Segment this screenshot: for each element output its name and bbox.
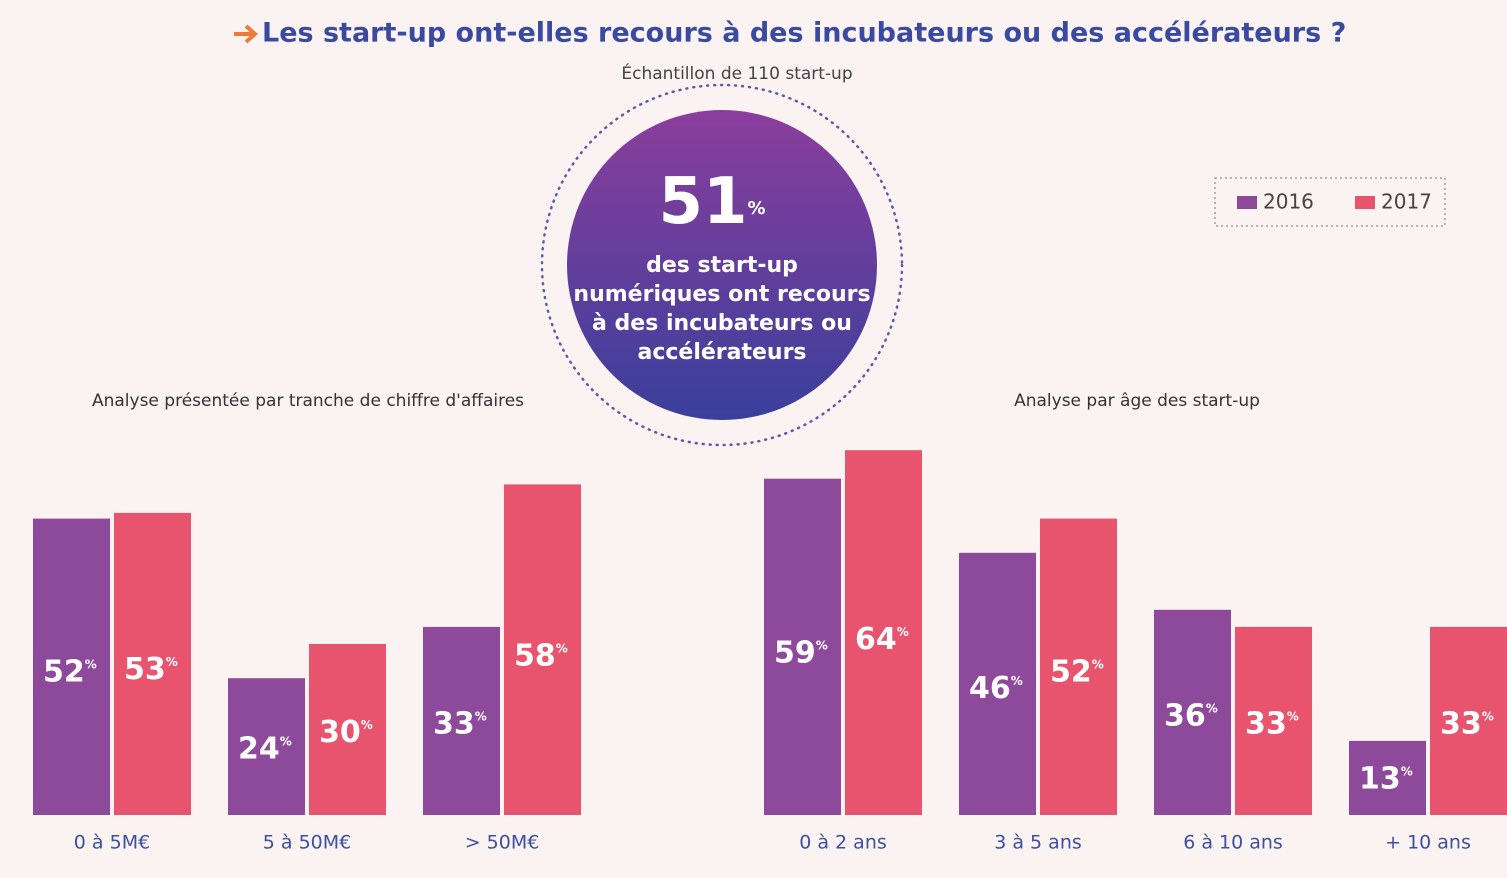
bar bbox=[1430, 626, 1507, 815]
value-unit: % bbox=[166, 654, 178, 668]
category-label: 0 à 5M€ bbox=[74, 832, 150, 854]
value-number: 58 bbox=[514, 638, 556, 673]
highlight-unit: % bbox=[748, 198, 766, 219]
bar bbox=[423, 626, 500, 815]
value-label: 36% bbox=[1164, 698, 1218, 733]
category-label: 3 à 5 ans bbox=[994, 832, 1082, 854]
category-label: 5 à 50M€ bbox=[263, 832, 351, 854]
subtitle: Échantillon de 110 start-up bbox=[621, 62, 852, 84]
legend-swatch bbox=[1355, 196, 1375, 209]
value-label: 52% bbox=[43, 654, 97, 689]
value-number: 13 bbox=[1359, 761, 1401, 796]
value-unit: % bbox=[361, 717, 373, 731]
value-number: 33 bbox=[1440, 706, 1482, 741]
bar bbox=[1040, 518, 1117, 815]
value-number: 52 bbox=[1050, 654, 1092, 689]
legend-box bbox=[1214, 177, 1446, 227]
bar bbox=[114, 512, 191, 815]
value-unit: % bbox=[1011, 674, 1023, 688]
value-label: 30% bbox=[319, 714, 373, 749]
value-unit: % bbox=[1482, 709, 1494, 723]
chart-title: Analyse par âge des start-up bbox=[1014, 391, 1260, 411]
category-label: + 10 ans bbox=[1385, 832, 1471, 854]
category-label: > 50M€ bbox=[465, 832, 540, 854]
value-unit: % bbox=[280, 734, 292, 748]
legend: 2016 2017 bbox=[1237, 190, 1432, 214]
bar bbox=[1349, 740, 1426, 815]
value-label: 33% bbox=[433, 706, 487, 741]
bar bbox=[845, 450, 922, 815]
highlight-line: numériques ont recours bbox=[573, 282, 870, 307]
value-unit: % bbox=[556, 641, 568, 655]
value-number: 53 bbox=[124, 651, 166, 686]
value-label: 13% bbox=[1359, 761, 1413, 796]
legend-label: 2017 bbox=[1381, 190, 1432, 214]
value-label: 64% bbox=[855, 621, 909, 656]
value-label: 33% bbox=[1245, 706, 1299, 741]
value-number: 59 bbox=[774, 635, 816, 670]
highlight-circle bbox=[567, 110, 877, 420]
value-unit: % bbox=[897, 624, 909, 638]
value-number: 24 bbox=[238, 731, 280, 766]
highlight-line: accélérateurs bbox=[637, 340, 806, 365]
value-number: 36 bbox=[1164, 698, 1206, 733]
legend-swatch bbox=[1237, 196, 1257, 209]
value-number: 64 bbox=[855, 621, 897, 656]
value-label: 53% bbox=[124, 651, 178, 686]
value-unit: % bbox=[1092, 657, 1104, 671]
value-unit: % bbox=[1287, 709, 1299, 723]
bar bbox=[959, 552, 1036, 815]
value-unit: % bbox=[475, 709, 487, 723]
highlight-number: 51 bbox=[658, 165, 747, 239]
bar bbox=[33, 518, 110, 815]
highlight-line: des start-up bbox=[646, 253, 798, 278]
value-label: 59% bbox=[774, 635, 828, 670]
highlight-value: 51% bbox=[658, 165, 765, 239]
value-unit: % bbox=[816, 638, 828, 652]
category-label: 6 à 10 ans bbox=[1183, 832, 1283, 854]
value-number: 52 bbox=[43, 654, 85, 689]
highlight-line: à des incubateurs ou bbox=[592, 311, 852, 336]
bar bbox=[504, 484, 581, 815]
bar bbox=[1235, 626, 1312, 815]
value-number: 33 bbox=[433, 706, 475, 741]
value-label: 33% bbox=[1440, 706, 1494, 741]
charts: Analyse présentée par tranche de chiffre… bbox=[33, 391, 1507, 854]
title: Les start-up ont-elles recours à des inc… bbox=[262, 18, 1346, 49]
value-unit: % bbox=[1206, 701, 1218, 715]
highlight-text: des start-up numériques ont recours à des … bbox=[573, 253, 870, 365]
bar bbox=[764, 478, 841, 815]
value-unit: % bbox=[85, 657, 97, 671]
bar bbox=[1154, 609, 1231, 815]
category-label: 0 à 2 ans bbox=[799, 832, 887, 854]
chart-title: Analyse présentée par tranche de chiffre… bbox=[92, 391, 524, 411]
value-label: 46% bbox=[969, 671, 1023, 706]
value-label: 58% bbox=[514, 638, 568, 673]
bar bbox=[309, 644, 386, 815]
value-number: 33 bbox=[1245, 706, 1287, 741]
bar bbox=[228, 678, 305, 815]
legend-label: 2016 bbox=[1263, 190, 1314, 214]
value-label: 52% bbox=[1050, 654, 1104, 689]
value-number: 46 bbox=[969, 671, 1011, 706]
value-unit: % bbox=[1401, 764, 1413, 778]
value-number: 30 bbox=[319, 714, 361, 749]
arrow-icon bbox=[234, 24, 259, 44]
value-label: 24% bbox=[238, 731, 292, 766]
dotted-ring bbox=[540, 83, 904, 447]
